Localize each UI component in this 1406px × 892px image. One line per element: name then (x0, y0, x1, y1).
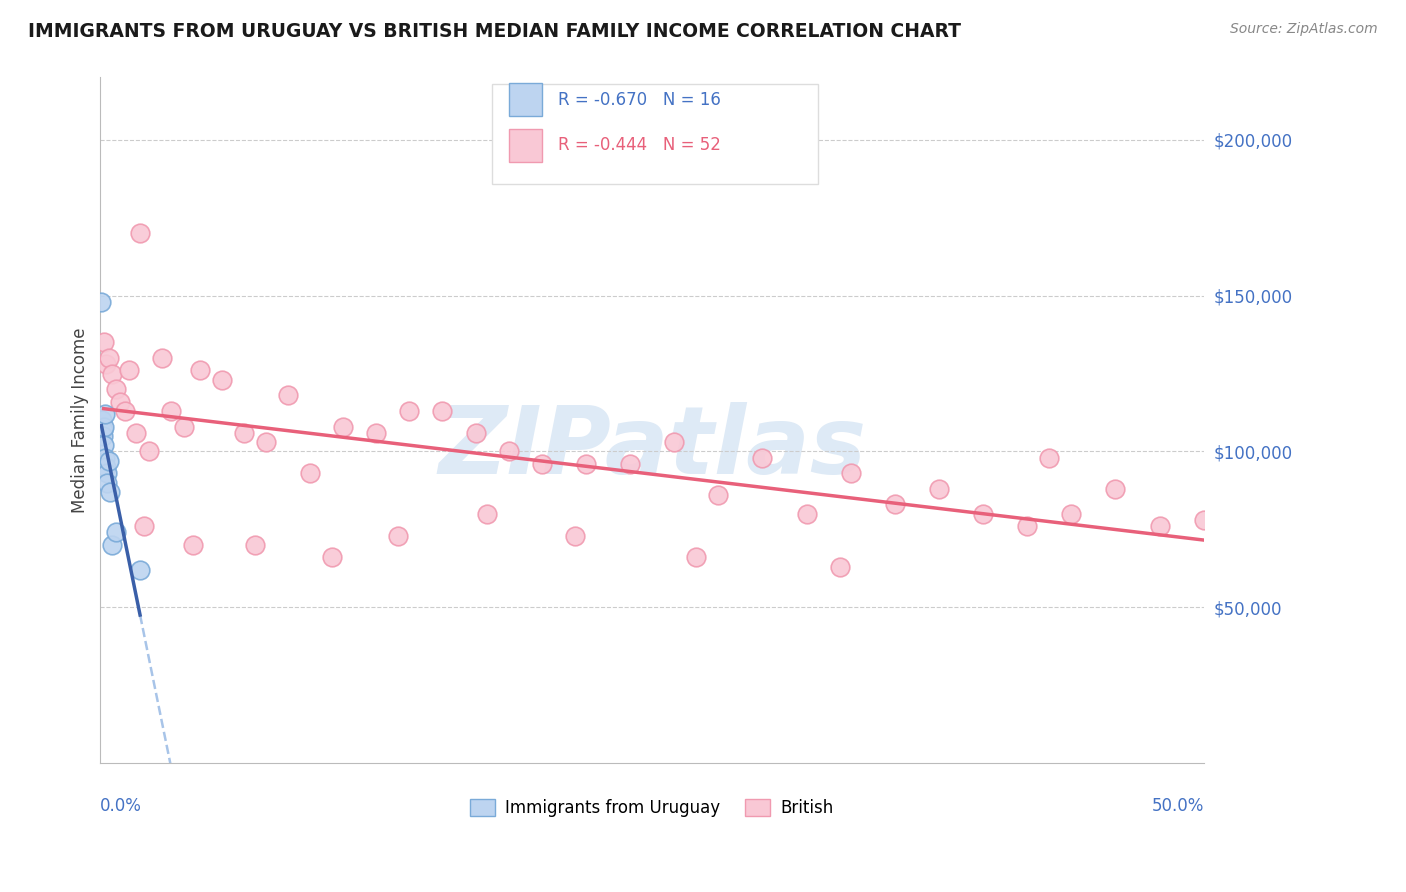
Point (96, 467, 118, 481)
Point (796, 507, 818, 521)
Point (707, 488, 730, 502)
Text: 0.0%: 0.0% (100, 797, 142, 815)
Point (93, 438, 115, 452)
Point (254, 435, 277, 450)
Point (108, 394, 131, 409)
Point (475, 507, 498, 521)
Point (94, 407, 117, 421)
Point (150, 351, 173, 365)
Point (298, 467, 321, 481)
Point (575, 457, 598, 471)
Point (564, 528, 586, 542)
Point (118, 363, 141, 377)
Point (530, 457, 553, 471)
Point (93, 335, 115, 350)
Point (124, 425, 146, 440)
Point (101, 367, 124, 381)
Point (97, 454, 120, 468)
Point (232, 425, 254, 440)
Point (1017, 519, 1039, 533)
Point (498, 444, 520, 458)
Point (94, 450, 117, 465)
Point (129, 563, 152, 577)
Point (181, 538, 204, 552)
Point (928, 482, 950, 496)
Point (188, 363, 211, 377)
Point (972, 507, 994, 521)
Point (1192, 513, 1215, 527)
FancyBboxPatch shape (509, 83, 541, 116)
FancyBboxPatch shape (492, 85, 817, 184)
Point (134, 519, 156, 533)
Point (90, 294, 112, 309)
Point (101, 538, 124, 552)
FancyBboxPatch shape (509, 129, 541, 161)
Point (619, 457, 641, 471)
Point (1104, 482, 1126, 496)
Point (1060, 507, 1083, 521)
Point (277, 388, 299, 402)
Point (93, 419, 115, 434)
Point (366, 425, 388, 440)
Point (685, 550, 707, 565)
Point (104, 382, 127, 396)
Point (91, 413, 114, 427)
Point (114, 404, 136, 418)
Point (387, 528, 409, 542)
Point (160, 404, 183, 418)
Text: Source: ZipAtlas.com: Source: ZipAtlas.com (1230, 22, 1378, 37)
Point (91, 429, 114, 443)
Text: R = -0.444   N = 52: R = -0.444 N = 52 (558, 136, 721, 154)
Point (173, 419, 195, 434)
Point (883, 498, 905, 512)
Point (751, 450, 773, 465)
Point (138, 444, 160, 458)
Point (432, 404, 454, 418)
Point (98, 485, 121, 500)
Point (98, 351, 121, 365)
Point (1038, 450, 1060, 465)
Text: 50.0%: 50.0% (1152, 797, 1204, 815)
Point (1149, 519, 1171, 533)
Point (94, 460, 117, 475)
Text: R = -0.670   N = 16: R = -0.670 N = 16 (558, 91, 721, 109)
Point (91, 423, 114, 437)
Point (662, 435, 685, 450)
Y-axis label: Median Family Income: Median Family Income (72, 327, 89, 513)
Text: IMMIGRANTS FROM URUGUAY VS BRITISH MEDIAN FAMILY INCOME CORRELATION CHART: IMMIGRANTS FROM URUGUAY VS BRITISH MEDIA… (28, 22, 962, 41)
Point (839, 467, 862, 481)
Point (104, 525, 127, 540)
Legend: Immigrants from Uruguay, British: Immigrants from Uruguay, British (464, 792, 841, 823)
Point (464, 425, 486, 440)
Point (129, 227, 152, 241)
Point (211, 373, 233, 387)
Text: ZIPatlas: ZIPatlas (439, 401, 866, 493)
Point (398, 404, 420, 418)
Point (243, 538, 266, 552)
Point (94, 357, 117, 371)
Point (332, 419, 354, 434)
Point (321, 550, 343, 565)
Point (96, 475, 118, 490)
Point (828, 559, 851, 574)
